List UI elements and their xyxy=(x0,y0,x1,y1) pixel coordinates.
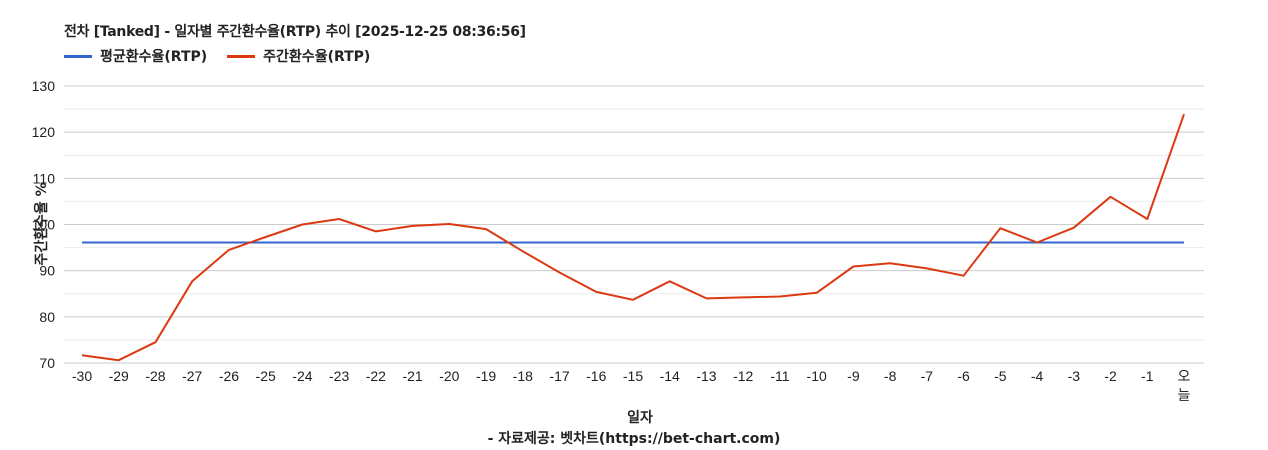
x-tick-label: -28 xyxy=(145,368,165,384)
x-tick-label: -29 xyxy=(109,368,129,384)
series-lines xyxy=(81,113,1185,362)
x-tick-label: -17 xyxy=(549,368,569,384)
x-tick-label: 오 xyxy=(1178,368,1191,384)
y-tick-label: 130 xyxy=(32,78,56,94)
x-tick-label: -16 xyxy=(586,368,606,384)
y-tick-label: 90 xyxy=(39,263,55,279)
x-tick-label: -24 xyxy=(292,368,312,384)
y-axis-label: 주간환수율 % xyxy=(33,182,50,265)
x-tick-label: -4 xyxy=(1031,368,1044,384)
x-tick-label: -27 xyxy=(182,368,202,384)
legend-item-weekly-rtp[interactable]: 주간환수율(RTP) xyxy=(227,46,370,66)
x-tick-label: -3 xyxy=(1068,368,1081,384)
legend: 평균환수율(RTP) 주간환수율(RTP) xyxy=(64,46,390,66)
x-tick-label: -19 xyxy=(476,368,496,384)
y-tick-label: 80 xyxy=(39,309,55,325)
x-tick-label: -12 xyxy=(733,368,753,384)
y-tick-label: 100 xyxy=(32,217,56,233)
x-tick-label: -22 xyxy=(366,368,386,384)
x-axis-label: 일자 xyxy=(627,410,653,426)
data-source-credit: - 자료제공: 벳차트(https://bet-chart.com) xyxy=(487,431,781,447)
x-tick-label: -2 xyxy=(1104,368,1117,384)
x-tick-label: -8 xyxy=(884,368,897,384)
gridlines xyxy=(64,85,1204,364)
x-tick-label: -10 xyxy=(807,368,827,384)
x-tick-label: -20 xyxy=(439,368,459,384)
chart-title: 전차 [Tanked] - 일자별 주간환수율(RTP) 추이 [2025-12… xyxy=(64,24,526,40)
y-tick-label: 110 xyxy=(33,170,56,186)
x-tick-label: -23 xyxy=(329,368,349,384)
x-tick-label: -15 xyxy=(623,368,643,384)
x-tick-label: -6 xyxy=(957,368,970,384)
x-tick-label: -13 xyxy=(696,368,716,384)
legend-label: 평균환수율(RTP) xyxy=(100,49,208,65)
x-tick-label: -25 xyxy=(256,368,276,384)
weekly-rtp-line[interactable] xyxy=(81,113,1185,362)
legend-label: 주간환수율(RTP) xyxy=(263,49,371,65)
y-tick-label: 120 xyxy=(32,124,56,140)
x-tick-label: 늘 xyxy=(1178,387,1191,403)
y-tick-label: 70 xyxy=(39,355,55,371)
x-tick-label: -7 xyxy=(921,368,934,384)
legend-swatch-red-icon xyxy=(227,54,256,58)
legend-item-average-rtp[interactable]: 평균환수율(RTP) xyxy=(64,46,207,66)
x-tick-label: -26 xyxy=(219,368,239,384)
x-tick-label: -5 xyxy=(994,368,1007,384)
x-tick-label: -9 xyxy=(847,368,860,384)
x-tick-label: -30 xyxy=(72,368,92,384)
x-tick-label: -21 xyxy=(402,368,422,384)
x-axis-ticks: -30 -29 -28 -27 -26 -25 -24 -23 -22 -21 -20 -19 -18-… xyxy=(72,368,1191,403)
x-tick-label: -14 xyxy=(660,368,680,384)
x-tick-label: -1 xyxy=(1141,368,1154,384)
y-axis-ticks: 70 80 90 100 110 120 130 xyxy=(32,78,56,371)
x-tick-label: -18 xyxy=(513,368,533,384)
x-tick-label: -11 xyxy=(770,368,789,384)
legend-swatch-blue-icon xyxy=(64,54,92,58)
